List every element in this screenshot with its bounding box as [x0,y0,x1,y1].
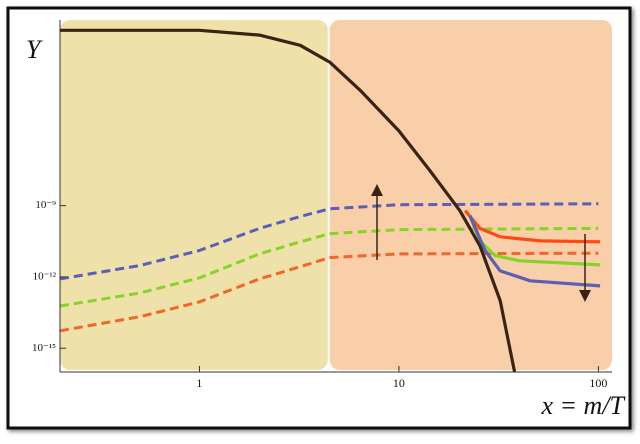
x-tick-label: 1 [196,376,202,390]
series-line [59,251,599,333]
series-line [59,202,599,281]
y-tick-label: 10⁻¹⁵ [32,342,56,354]
series-line [59,226,599,308]
series-line [60,28,517,373]
y-tick-label: 10⁻⁹ [35,199,56,211]
x-tick-label: 10 [393,376,405,390]
regions [60,20,612,370]
region [60,20,328,370]
region [329,20,612,370]
y-axis-label: Y [26,35,43,64]
y-tick-label: 10⁻¹² [33,270,57,282]
x-tick-label: 100 [589,376,607,390]
series-line [463,209,601,244]
series-line [468,214,601,288]
x-axis-label: x = m/T [540,391,625,420]
plot [59,28,601,373]
